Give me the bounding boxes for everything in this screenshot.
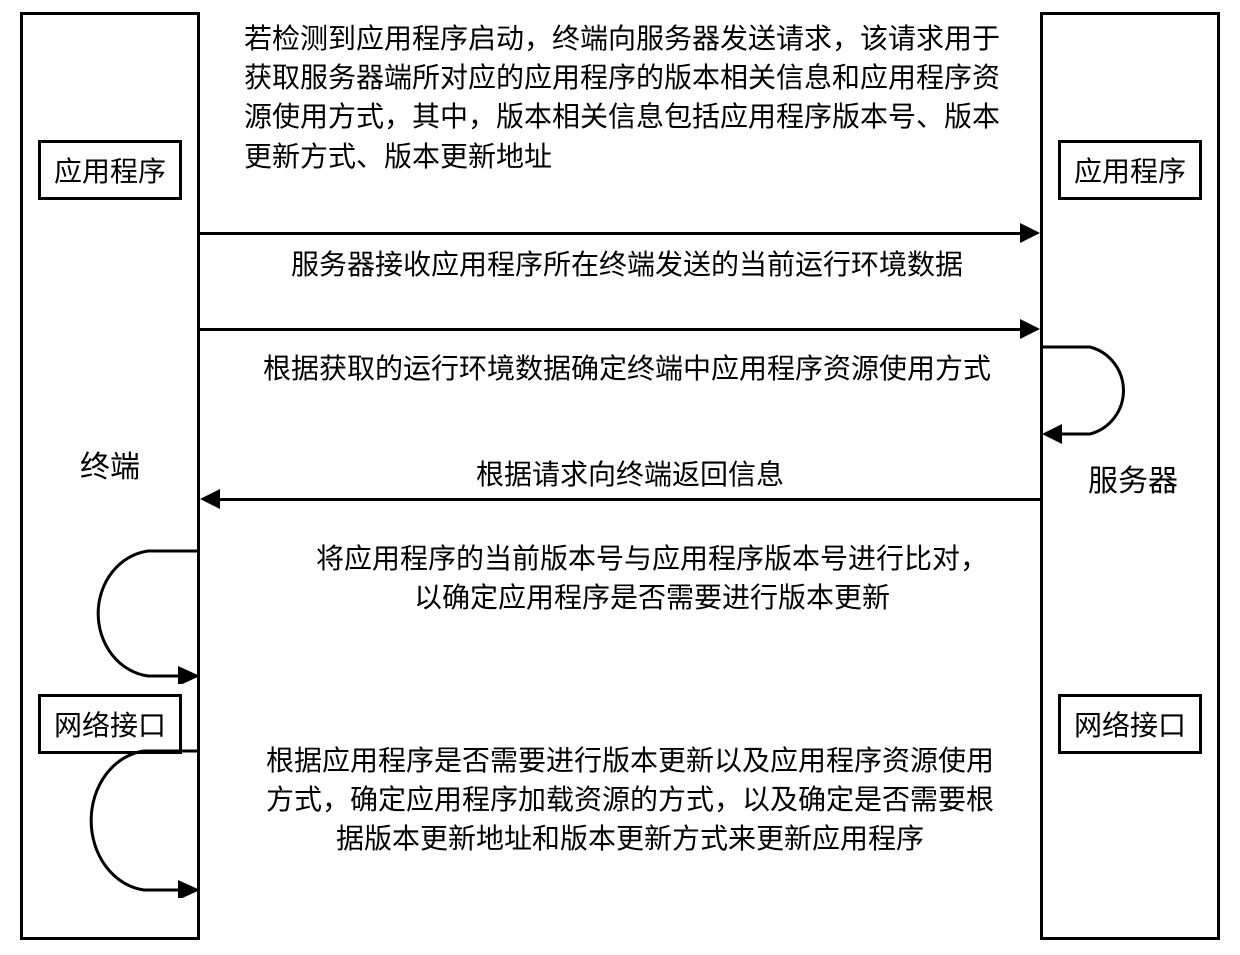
msg-5-loop [88, 548, 218, 684]
msg-3-loop [1040, 344, 1150, 444]
terminal-app-box: 应用程序 [38, 140, 182, 200]
terminal-app-label: 应用程序 [54, 150, 166, 190]
server-app-box: 应用程序 [1058, 140, 1202, 200]
msg-3-text: 根据获取的运行环境数据确定终端中应用程序资源使用方式 [252, 350, 1002, 389]
msg-5-text: 将应用程序的当前版本号与应用程序版本号进行比对，以确定应用程序是否需要进行版本更… [302, 540, 1002, 618]
msg-2-text: 服务器接收应用程序所在终端发送的当前运行环境数据 [252, 246, 1002, 285]
sequence-diagram: 终端 应用程序 网络接口 服务器 应用程序 网络接口 若检测到应用程序启动，终端… [0, 0, 1240, 955]
server-nic-label: 网络接口 [1074, 704, 1186, 744]
terminal-nic-label: 网络接口 [54, 704, 166, 744]
msg-1-text: 若检测到应用程序启动，终端向服务器发送请求，该请求用于获取服务器端所对应的应用程… [238, 20, 1012, 177]
msg-4-text: 根据请求向终端返回信息 [420, 456, 840, 495]
terminal-nic-box: 网络接口 [38, 694, 182, 754]
msg-2-arrow [200, 328, 1022, 331]
actor-label-terminal: 终端 [80, 442, 140, 486]
msg-2-arrowhead [1020, 319, 1040, 339]
msg-1-arrow [200, 232, 1022, 235]
msg-4-arrowhead [200, 489, 220, 509]
server-nic-box: 网络接口 [1058, 694, 1202, 754]
server-app-label: 应用程序 [1074, 150, 1186, 190]
msg-4-arrow [218, 498, 1040, 501]
actor-label-server: 服务器 [1088, 456, 1178, 500]
msg-1-arrowhead [1020, 223, 1040, 243]
msg-6-text: 根据应用程序是否需要进行版本更新以及应用程序资源使用方式，确定应用程序加载资源的… [260, 742, 1000, 860]
msg-6-loop [82, 748, 218, 898]
